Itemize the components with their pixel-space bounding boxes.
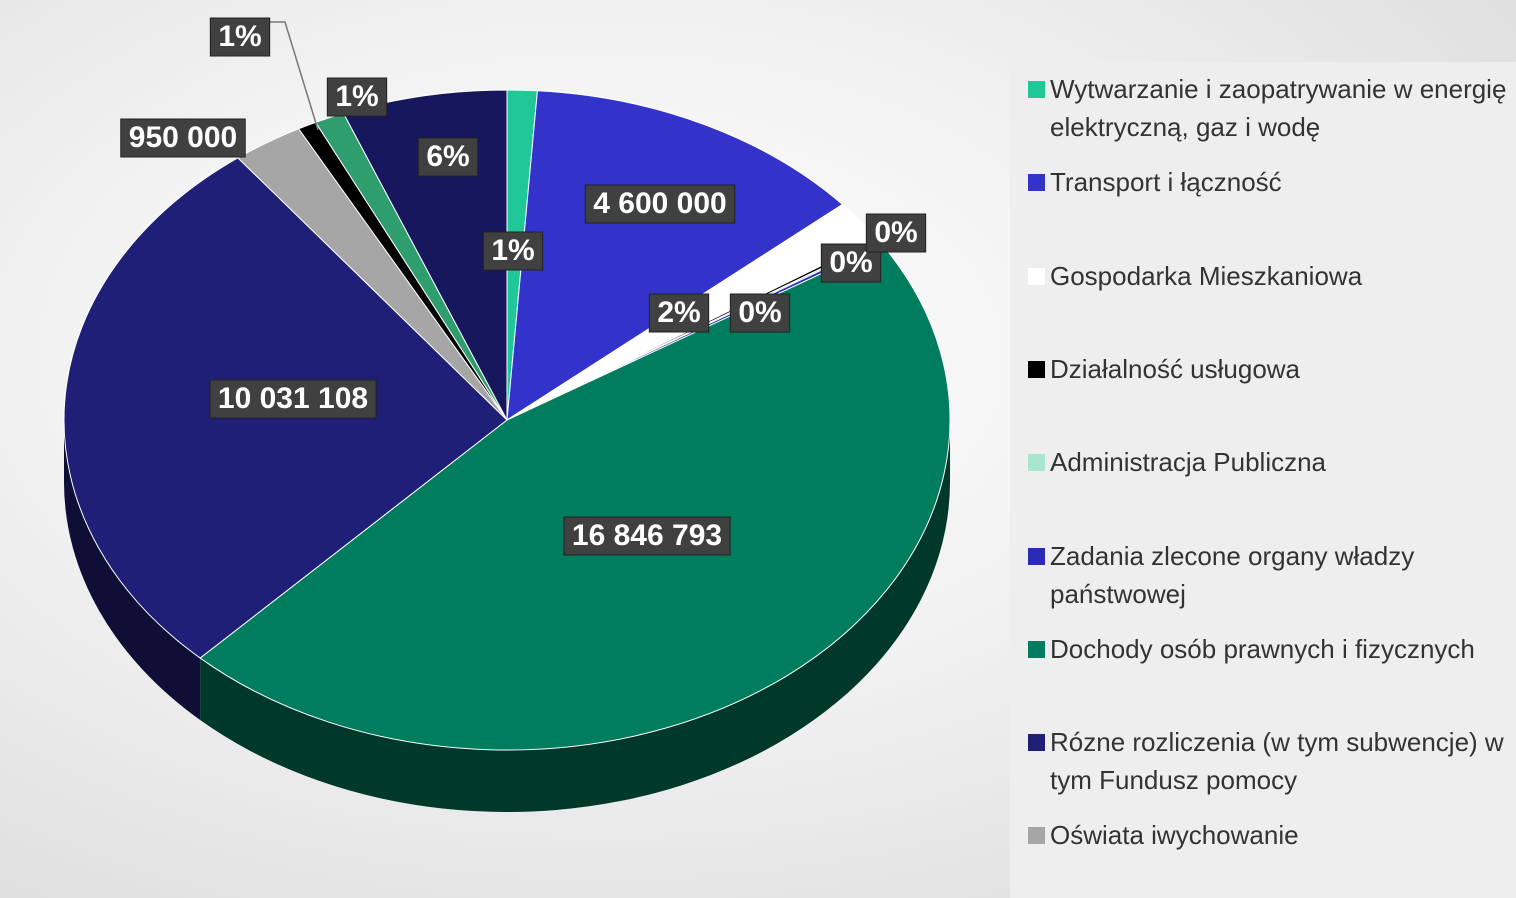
legend-swatch [1028,81,1045,98]
slice-side [64,420,201,721]
legend-swatch [1028,547,1045,565]
data-label-box [648,293,710,333]
legend-swatch [1028,174,1045,192]
legend-label: Rózne rozliczenia (w tym subwencje) w ty… [1050,727,1504,796]
data-label: 10 031 108 [218,382,368,415]
data-label-box [120,118,246,158]
legend-label: Oświata iwychowanie [1050,820,1299,851]
legend-swatch [1028,454,1045,472]
legend-item: Dochody osób prawnych i fizycznych [1028,630,1516,668]
data-label: 1% [218,20,261,53]
data-label-box [326,77,388,117]
legend-label: Zadania zlecone organy władzy państwowej [1050,540,1415,609]
data-label-box [729,293,791,333]
pie-tops [63,89,951,751]
data-label: 4 600 000 [593,187,726,220]
legend-item: Administracja Publiczna [1028,443,1516,481]
slice-side [200,420,950,812]
data-label-box [584,184,736,224]
legend-item: Rózne rozliczenia (w tym subwencje) w ty… [1028,723,1516,799]
legend-label: Działalność usługowa [1050,353,1301,384]
pie-sides [64,420,950,812]
data-label-box [209,379,377,419]
legend-label: Dochody osób prawnych i fizycznych [1050,633,1475,664]
legend-label: Gospodarka Mieszkaniowa [1050,260,1363,291]
data-label: 0% [874,216,917,249]
legend-swatch [1028,640,1045,658]
legend-label: Administracja Publiczna [1050,447,1327,478]
legend: Wytwarzanie i zaopatrywanie w energię el… [1010,62,1516,898]
data-label: 0% [829,246,872,279]
legend-item: Oświata iwychowanie [1028,816,1516,854]
data-label-box [563,516,731,556]
slice [506,90,844,421]
data-label: 6% [426,140,469,173]
legend-item: Transport i łączność [1028,163,1516,201]
data-label-box [417,137,479,177]
data-label-box [865,213,927,253]
data-label: 950 000 [129,121,237,154]
slice [199,244,951,751]
legend-swatch [1028,267,1045,285]
legend-item: Zadania zlecone organy władzy państwowej [1028,537,1516,613]
legend-item: Gospodarka Mieszkaniowa [1028,257,1516,295]
data-label: 1% [335,80,378,113]
data-label: 16 846 793 [572,519,722,552]
legend-label: Wytwarzanie i zaopatrywanie w energię el… [1050,74,1507,142]
legend-swatch [1028,827,1045,845]
legend-swatch [1028,360,1045,378]
data-label: 1% [491,234,534,267]
legend-swatch [1028,734,1045,752]
leader-line [270,21,319,131]
data-label: 2% [657,296,700,329]
legend-item: Działalność usługowa [1028,350,1516,388]
data-label: 0% [738,296,781,329]
data-label-box [482,231,544,271]
legend-label: Transport i łączność [1050,167,1282,198]
data-label-box [209,17,271,57]
legend-item: Wytwarzanie i zaopatrywanie w energię el… [1028,70,1516,146]
